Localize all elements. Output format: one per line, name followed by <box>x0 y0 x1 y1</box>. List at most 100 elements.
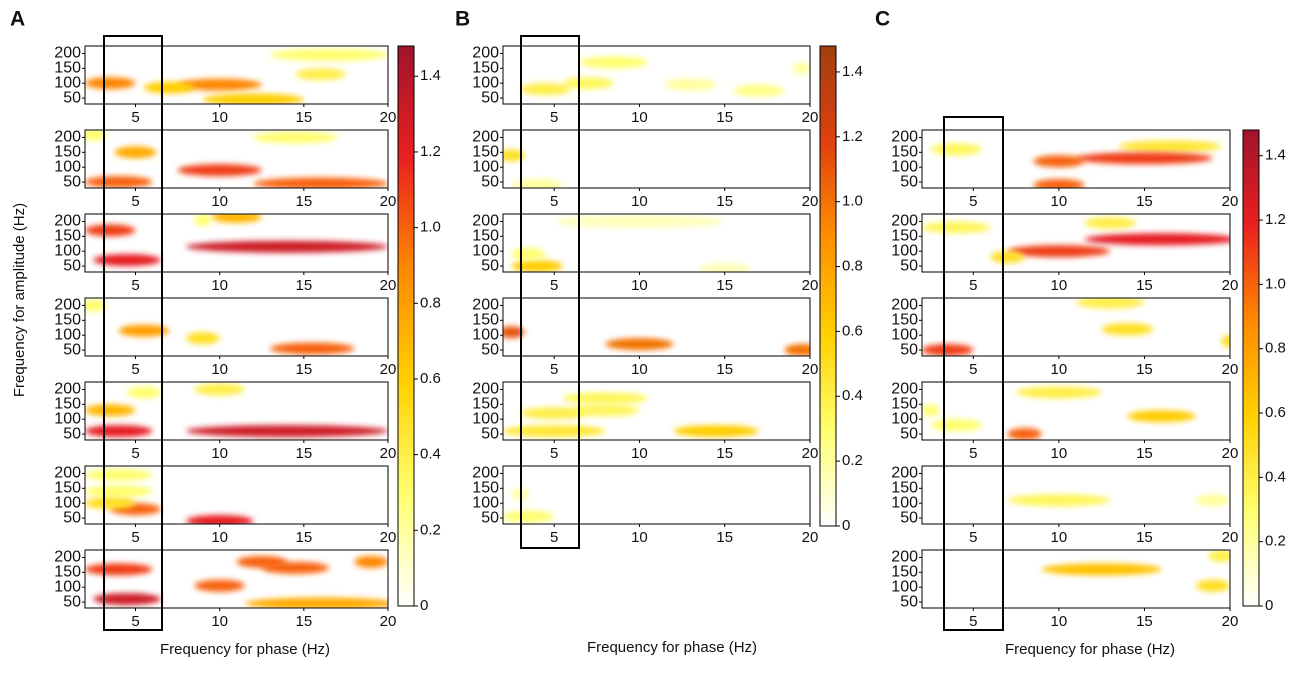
y-tick-label: 200 <box>891 549 918 566</box>
x-tick-label: 5 <box>131 613 139 630</box>
heat-blob <box>673 425 759 438</box>
colorbar-tick-label: 1.2 <box>1265 211 1286 228</box>
colorbar-tick-label: 0.6 <box>420 370 441 387</box>
heat-blob <box>85 224 136 237</box>
plot-frame <box>84 213 389 273</box>
heat-blob <box>194 383 245 396</box>
heat-blob <box>261 561 330 574</box>
x-tick-label: 10 <box>211 109 228 126</box>
plot-frame <box>921 213 1231 273</box>
x-tick-label: 15 <box>1136 193 1153 210</box>
heatmap <box>1041 550 1230 592</box>
heat-blob <box>1041 563 1162 576</box>
plot-frame <box>84 465 389 525</box>
x-tick-label: 20 <box>380 445 397 462</box>
x-tick-label: 15 <box>716 361 733 378</box>
heat-blob <box>143 81 195 94</box>
heat-blob <box>1084 233 1230 246</box>
heat-blob <box>270 342 355 355</box>
y-tick-label: 100 <box>891 242 918 259</box>
heat-blob <box>194 214 212 226</box>
x-tick-label: 5 <box>969 445 977 462</box>
heatmap <box>503 149 563 188</box>
heat-blob <box>579 56 648 69</box>
x-tick-label: 5 <box>969 277 977 294</box>
y-tick-label: 150 <box>472 228 499 245</box>
highlight-box <box>943 116 1004 631</box>
y-tick-label: 150 <box>472 60 499 77</box>
heatmap <box>85 214 388 267</box>
heat-blob <box>733 84 785 97</box>
x-tick-label: 15 <box>295 445 312 462</box>
x-tick-label: 10 <box>1051 445 1068 462</box>
heat-blob <box>503 149 525 162</box>
y-tick-label: 50 <box>481 509 499 526</box>
y-tick-label: 100 <box>54 410 81 427</box>
x-tick-label: 20 <box>1222 613 1239 630</box>
x-tick-label: 5 <box>969 529 977 546</box>
heat-blob <box>85 425 153 438</box>
heat-blob <box>792 62 810 75</box>
colorbar-tick-label: 0 <box>1265 597 1273 614</box>
x-tick-label: 20 <box>802 529 819 546</box>
y-tick-label: 100 <box>891 410 918 427</box>
y-tick-label: 150 <box>54 396 81 413</box>
x-tick-label: 10 <box>631 529 648 546</box>
y-tick-label: 150 <box>472 312 499 329</box>
heat-blob <box>503 425 606 438</box>
heatmap <box>520 56 810 97</box>
y-tick-label: 200 <box>54 549 81 566</box>
x-tick-label: 20 <box>380 361 397 378</box>
y-tick-label: 200 <box>891 297 918 314</box>
colorbar-tick-label: 1.2 <box>842 128 863 145</box>
heat-blob <box>554 215 725 228</box>
heat-blob <box>1007 245 1111 258</box>
heat-blob <box>922 344 974 356</box>
colorbar-tick-label: 0 <box>420 597 428 614</box>
heat-blob <box>85 404 136 417</box>
x-tick-label: 20 <box>1222 277 1239 294</box>
y-tick-label: 50 <box>63 173 81 190</box>
heat-blob <box>1127 410 1196 423</box>
panel-label: C <box>875 8 890 31</box>
heatmap <box>503 326 810 356</box>
colorbar-tick-label: 1.0 <box>420 219 441 236</box>
heat-blob <box>511 248 546 261</box>
plot-frame <box>84 129 389 189</box>
x-tick-label: 15 <box>1136 361 1153 378</box>
y-tick-label: 200 <box>54 213 81 230</box>
x-tick-label: 20 <box>380 109 397 126</box>
y-tick-label: 200 <box>891 381 918 398</box>
x-tick-label: 15 <box>295 109 312 126</box>
heat-blob <box>699 263 751 272</box>
y-tick-label: 50 <box>481 89 499 106</box>
y-tick-label: 100 <box>472 326 499 343</box>
heatmap <box>85 468 254 524</box>
heat-blob <box>520 83 572 96</box>
x-tick-label: 5 <box>969 193 977 210</box>
x-tick-label: 10 <box>1051 277 1068 294</box>
heat-blob <box>503 510 555 523</box>
x-tick-label: 10 <box>211 613 228 630</box>
heat-blob <box>562 392 648 405</box>
plot-frame <box>921 129 1231 189</box>
heat-blob <box>85 176 153 188</box>
plot-frame <box>502 297 811 357</box>
x-tick-label: 10 <box>211 529 228 546</box>
heat-blob <box>354 555 388 568</box>
plot-frame <box>502 129 811 189</box>
y-tick-label: 100 <box>54 494 81 511</box>
y-tick-label: 100 <box>472 242 499 259</box>
colorbar-tick-label: 0.2 <box>842 452 863 469</box>
y-tick-label: 100 <box>54 242 81 259</box>
x-tick-label: 10 <box>631 277 648 294</box>
heat-blob <box>177 164 262 177</box>
heat-blob <box>186 515 254 524</box>
heat-blob <box>1195 494 1230 507</box>
y-tick-label: 150 <box>891 144 918 161</box>
x-tick-label: 20 <box>1222 361 1239 378</box>
x-tick-label: 20 <box>1222 445 1239 462</box>
colorbar-tick-label: 1.4 <box>842 63 863 80</box>
plot-frame <box>502 213 811 273</box>
x-tick-label: 15 <box>1136 613 1153 630</box>
